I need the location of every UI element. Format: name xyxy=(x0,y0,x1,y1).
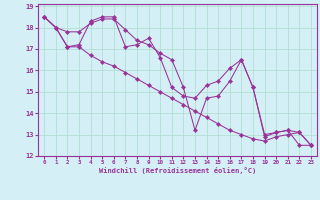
X-axis label: Windchill (Refroidissement éolien,°C): Windchill (Refroidissement éolien,°C) xyxy=(99,167,256,174)
